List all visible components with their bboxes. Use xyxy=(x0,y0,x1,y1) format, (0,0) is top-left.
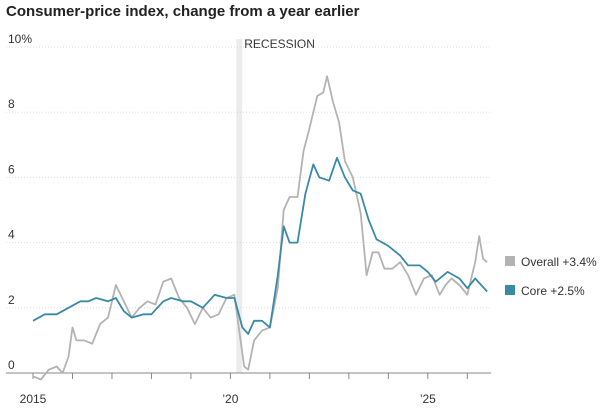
legend-swatch xyxy=(505,285,515,295)
legend-swatch xyxy=(505,256,515,266)
x-tick-label: ’20 xyxy=(222,392,238,406)
chart-title: Consumer-price index, change from a year… xyxy=(6,3,360,20)
x-tick-label: ’25 xyxy=(420,392,436,406)
recession-band xyxy=(236,39,243,373)
y-tick-label: 2 xyxy=(8,293,15,307)
legend-label: Core +2.5% xyxy=(521,284,585,298)
y-tick-label: 10% xyxy=(8,32,32,46)
recession-label: RECESSION xyxy=(244,37,315,51)
y-tick-label: 0 xyxy=(8,358,15,372)
x-tick-label: 2015 xyxy=(20,392,47,406)
series-line xyxy=(32,156,488,335)
y-tick-label: 8 xyxy=(8,97,15,111)
y-tick-label: 6 xyxy=(8,162,15,176)
series-line xyxy=(32,75,488,381)
legend-label: Overall +3.4% xyxy=(521,255,597,269)
y-tick-label: 4 xyxy=(8,228,15,242)
